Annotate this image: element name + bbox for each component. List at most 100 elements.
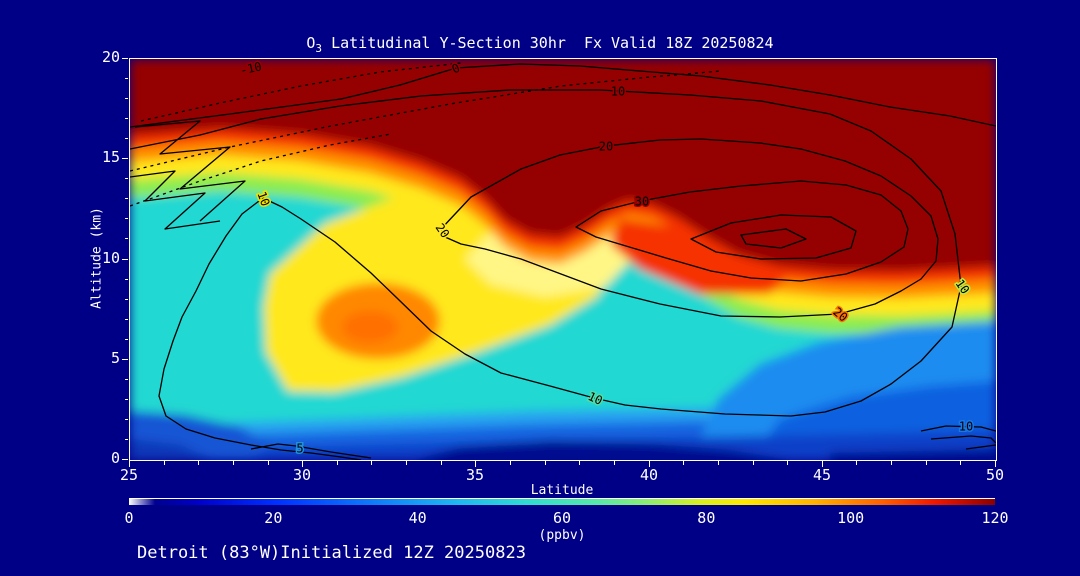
x-minor-tick <box>614 461 615 465</box>
y-major-tick <box>122 58 128 59</box>
x-major-tick <box>649 461 650 467</box>
x-minor-tick <box>960 461 961 465</box>
contour-label: 5 <box>296 442 303 456</box>
contour-zigzag-2 <box>130 170 221 230</box>
field-region <box>610 219 790 294</box>
x-tick-label: 30 <box>292 466 312 484</box>
x-minor-tick <box>926 461 927 465</box>
colorbar-tick-label: 60 <box>552 509 572 527</box>
title-prefix: O <box>306 34 316 52</box>
colorbar-tick-label: 80 <box>697 509 716 527</box>
field-region <box>130 439 212 460</box>
y-tick-label: 10 <box>101 249 120 267</box>
x-minor-tick <box>856 461 857 465</box>
colorbar-tick-label: 20 <box>264 509 283 527</box>
x-minor-tick <box>441 461 442 465</box>
field-region <box>130 59 996 272</box>
y-tick-label: 20 <box>101 48 120 66</box>
y-minor-tick <box>125 379 128 380</box>
y-minor-tick <box>125 439 128 440</box>
y-axis-title: Altitude (km) <box>89 207 105 309</box>
x-minor-tick <box>891 461 892 465</box>
colorbar-units: (ppbv) <box>538 528 586 543</box>
x-minor-tick <box>337 461 338 465</box>
y-major-tick <box>122 459 128 460</box>
y-minor-tick <box>125 299 128 300</box>
y-minor-tick <box>125 238 128 239</box>
x-minor-tick <box>753 461 754 465</box>
colorbar-tick-label: 40 <box>408 509 427 527</box>
y-minor-tick <box>125 78 128 79</box>
contour-label: -10 <box>239 59 263 77</box>
x-minor-tick <box>787 461 788 465</box>
contour-label: 20 <box>599 140 613 154</box>
contour-dashed-3 <box>130 133 392 207</box>
y-minor-tick <box>125 98 128 99</box>
x-tick-label: 45 <box>812 466 832 484</box>
y-tick-label: 0 <box>110 449 120 467</box>
x-minor-tick <box>579 461 580 465</box>
y-minor-tick <box>125 319 128 320</box>
field-region <box>342 311 398 343</box>
title-rest: Latitudinal Y-Section 30hr Fx Valid 18Z … <box>322 34 774 52</box>
field-region <box>830 449 996 460</box>
contour-10-sweep <box>130 89 962 460</box>
contour-10-bottom-right <box>920 425 996 450</box>
x-minor-tick <box>510 461 511 465</box>
contour-30-loop <box>575 180 909 282</box>
contour-0 <box>130 63 996 128</box>
y-minor-tick <box>125 399 128 400</box>
x-minor-tick <box>545 461 546 465</box>
contour-zigzag-1 <box>134 120 246 222</box>
x-minor-tick <box>718 461 719 465</box>
colorbar-tick-label: 120 <box>981 509 1009 527</box>
x-tick-label: 40 <box>639 466 659 484</box>
x-minor-tick <box>164 461 165 465</box>
contour-label: 30 <box>635 195 649 209</box>
contour-label: 10 <box>254 190 272 208</box>
y-minor-tick <box>125 279 128 280</box>
contour-label: 10 <box>959 420 973 434</box>
colorbar-tick-label: 0 <box>124 509 134 527</box>
x-tick-label: 50 <box>985 466 1005 484</box>
y-major-tick <box>122 359 128 360</box>
y-major-tick <box>122 259 128 260</box>
colorbar-tick-label: 100 <box>837 509 865 527</box>
plot-area: -10 0 10 20 30 20 10 20 10 10 5 10 <box>129 58 997 461</box>
contour-30-inner-2 <box>740 228 807 249</box>
x-minor-tick <box>233 461 234 465</box>
y-tick-label: 15 <box>101 148 120 166</box>
colorbar <box>129 498 995 505</box>
contour-20-loop <box>440 138 939 318</box>
x-minor-tick <box>683 461 684 465</box>
y-minor-tick <box>125 118 128 119</box>
x-tick-label: 35 <box>465 466 485 484</box>
x-axis-title: Latitude <box>530 483 594 498</box>
y-minor-tick <box>125 138 128 139</box>
y-minor-tick <box>125 198 128 199</box>
x-minor-tick <box>371 461 372 465</box>
contour-lines <box>130 62 996 460</box>
y-tick-label: 5 <box>110 349 120 367</box>
contour-dashed-neg10 <box>140 62 462 122</box>
title-subscript: 3 <box>315 42 323 55</box>
chart-title: O3 Latitudinal Y-Section 30hr Fx Valid 1… <box>0 34 1080 55</box>
filled-contour-field <box>130 59 996 460</box>
y-minor-tick <box>125 339 128 340</box>
contour-5-bottom <box>250 443 372 459</box>
x-minor-tick <box>268 461 269 465</box>
y-major-tick <box>122 158 128 159</box>
x-minor-tick <box>198 461 199 465</box>
contour-30-inner-1 <box>690 214 857 260</box>
y-minor-tick <box>125 178 128 179</box>
contour-label: 10 <box>611 85 625 99</box>
x-minor-tick <box>406 461 407 465</box>
x-major-tick <box>302 461 303 467</box>
x-tick-label: 25 <box>119 466 139 484</box>
x-major-tick <box>475 461 476 467</box>
x-major-tick <box>129 461 130 467</box>
y-minor-tick <box>125 218 128 219</box>
x-major-tick <box>995 461 996 467</box>
